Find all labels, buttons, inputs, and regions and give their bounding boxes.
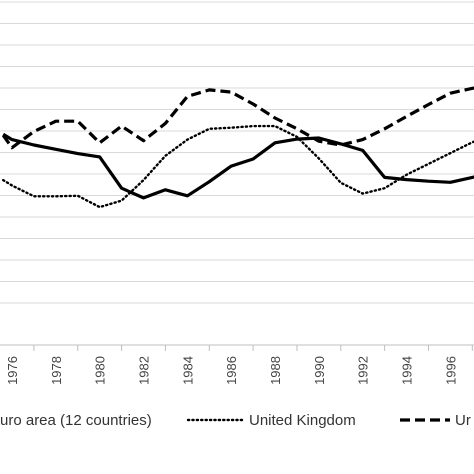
series-line-dashed bbox=[1, 86, 474, 150]
gridlines bbox=[0, 1, 474, 351]
x-tick-label: 1986 bbox=[224, 356, 239, 385]
legend-label: United Kingdom bbox=[249, 412, 356, 429]
x-tick-label: 1980 bbox=[93, 356, 108, 385]
legend-label: uro area (12 countries) bbox=[0, 412, 152, 429]
x-tick-label: 1990 bbox=[312, 356, 327, 385]
x-tick-label: 1982 bbox=[137, 356, 152, 385]
series-line-dotted bbox=[2, 124, 474, 209]
x-tick-label: 1978 bbox=[49, 356, 64, 385]
x-axis-tick-labels: 1976 1978 1980 1982 1984 1986 1988 1990 1992 1994… bbox=[5, 356, 458, 385]
series-lines bbox=[1, 86, 474, 209]
x-tick-label: 1992 bbox=[356, 356, 371, 385]
x-tick-label: 1994 bbox=[400, 356, 415, 385]
x-tick-label: 1996 bbox=[443, 356, 458, 385]
x-tick-label: 1988 bbox=[268, 356, 283, 385]
x-tick-label: 1976 bbox=[5, 356, 20, 385]
x-tick-label: 1984 bbox=[180, 356, 195, 385]
legend: uro area (12 countries) United Kingdom Ur bbox=[0, 412, 471, 429]
series-line-solid bbox=[2, 132, 474, 200]
legend-label: Ur bbox=[455, 412, 471, 429]
